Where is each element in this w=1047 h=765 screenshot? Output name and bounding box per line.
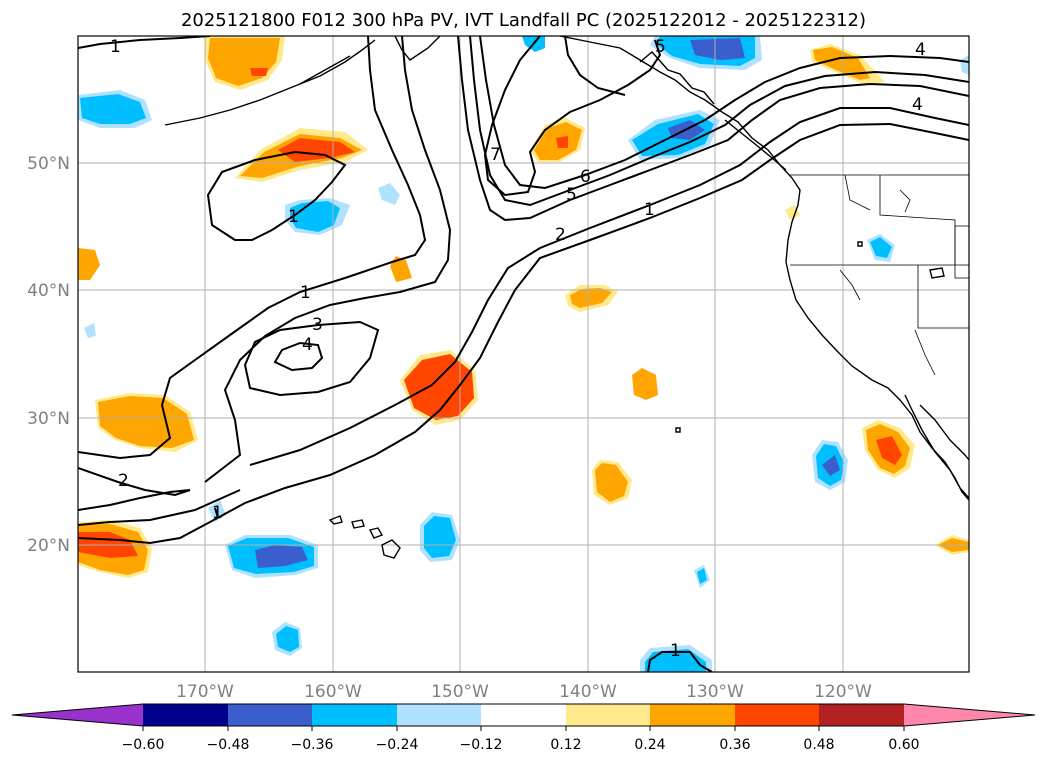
colorbar: −0.60 −0.48 −0.36 −0.24 −0.12 0.12 0.24 … [11,703,1036,753]
contour-label-4: 4 [912,95,923,115]
contour-label-1: 1 [644,200,655,220]
colorbar-segment [566,704,650,726]
contour-label-6: 6 [580,167,591,187]
lon-label: 140°W [559,682,617,702]
contour-label-5: 5 [655,37,666,57]
colorbar-segment [228,704,312,726]
contour-label-4: 4 [302,335,313,355]
colorbar-segment [735,704,819,726]
colorbar-segment [650,704,735,726]
colorbar-tick-label: −0.24 [376,737,419,753]
lon-label: 170°W [176,682,234,702]
map-title: 2025121800 F012 300 hPa PV, IVT Landfall… [180,10,867,31]
contour-label-3: 3 [312,315,323,335]
map-frame [77,35,970,673]
colorbar-extend-min [12,704,143,726]
colorbar-tick-label: 0.48 [803,737,834,753]
colorbar-tick-label: −0.60 [122,737,165,753]
colorbar-tick-label: −0.48 [207,737,250,753]
colorbar-tick-label: 0.24 [634,737,665,753]
colorbar-segment [819,704,904,726]
contour-label-1: 1 [110,37,121,57]
latitude-labels: 50°N 40°N 30°N 20°N [27,154,70,556]
lon-label: 120°W [814,682,872,702]
contour-label-1: 1 [300,283,311,303]
contour-label-1: 1 [212,503,223,523]
pv-negative-anomalies [78,36,969,672]
political-borders [790,174,969,376]
contour-label-7: 7 [490,145,501,165]
colorbar-segment [143,704,228,726]
colorbar-segment [397,704,481,726]
pv-positive-anomalies [78,36,969,578]
colorbar-tick-label: −0.12 [460,737,503,753]
colorbar-extend-max [904,704,1035,726]
colorbar-tick-label: 0.60 [888,737,919,753]
coastlines [164,36,969,559]
colorbar-segment [481,704,566,726]
pv-contours [78,36,969,672]
contour-label-2: 2 [555,225,566,245]
colorbar-tick-label: −0.36 [291,737,334,753]
lat-label: 50°N [27,154,70,174]
lon-label: 160°W [304,682,362,702]
lon-label: 150°W [431,682,489,702]
lat-label: 40°N [27,281,70,301]
contour-label-1: 1 [288,207,299,227]
contour-label-4: 4 [915,40,926,60]
lon-label: 130°W [686,682,744,702]
contour-label-1: 1 [670,641,681,661]
lat-label: 30°N [27,409,70,429]
longitude-labels: 170°W 160°W 150°W 140°W 130°W 120°W [176,682,872,702]
lat-label: 20°N [27,536,70,556]
contour-label-5: 5 [566,185,577,205]
colorbar-tick-label: 0.36 [719,737,750,753]
colorbar-segment [312,704,397,726]
colorbar-tick-label: 0.12 [550,737,581,753]
contour-labels: 1 1 1 1 1 1 2 2 3 4 4 4 5 5 6 7 [110,37,926,661]
contour-label-2: 2 [118,471,129,491]
